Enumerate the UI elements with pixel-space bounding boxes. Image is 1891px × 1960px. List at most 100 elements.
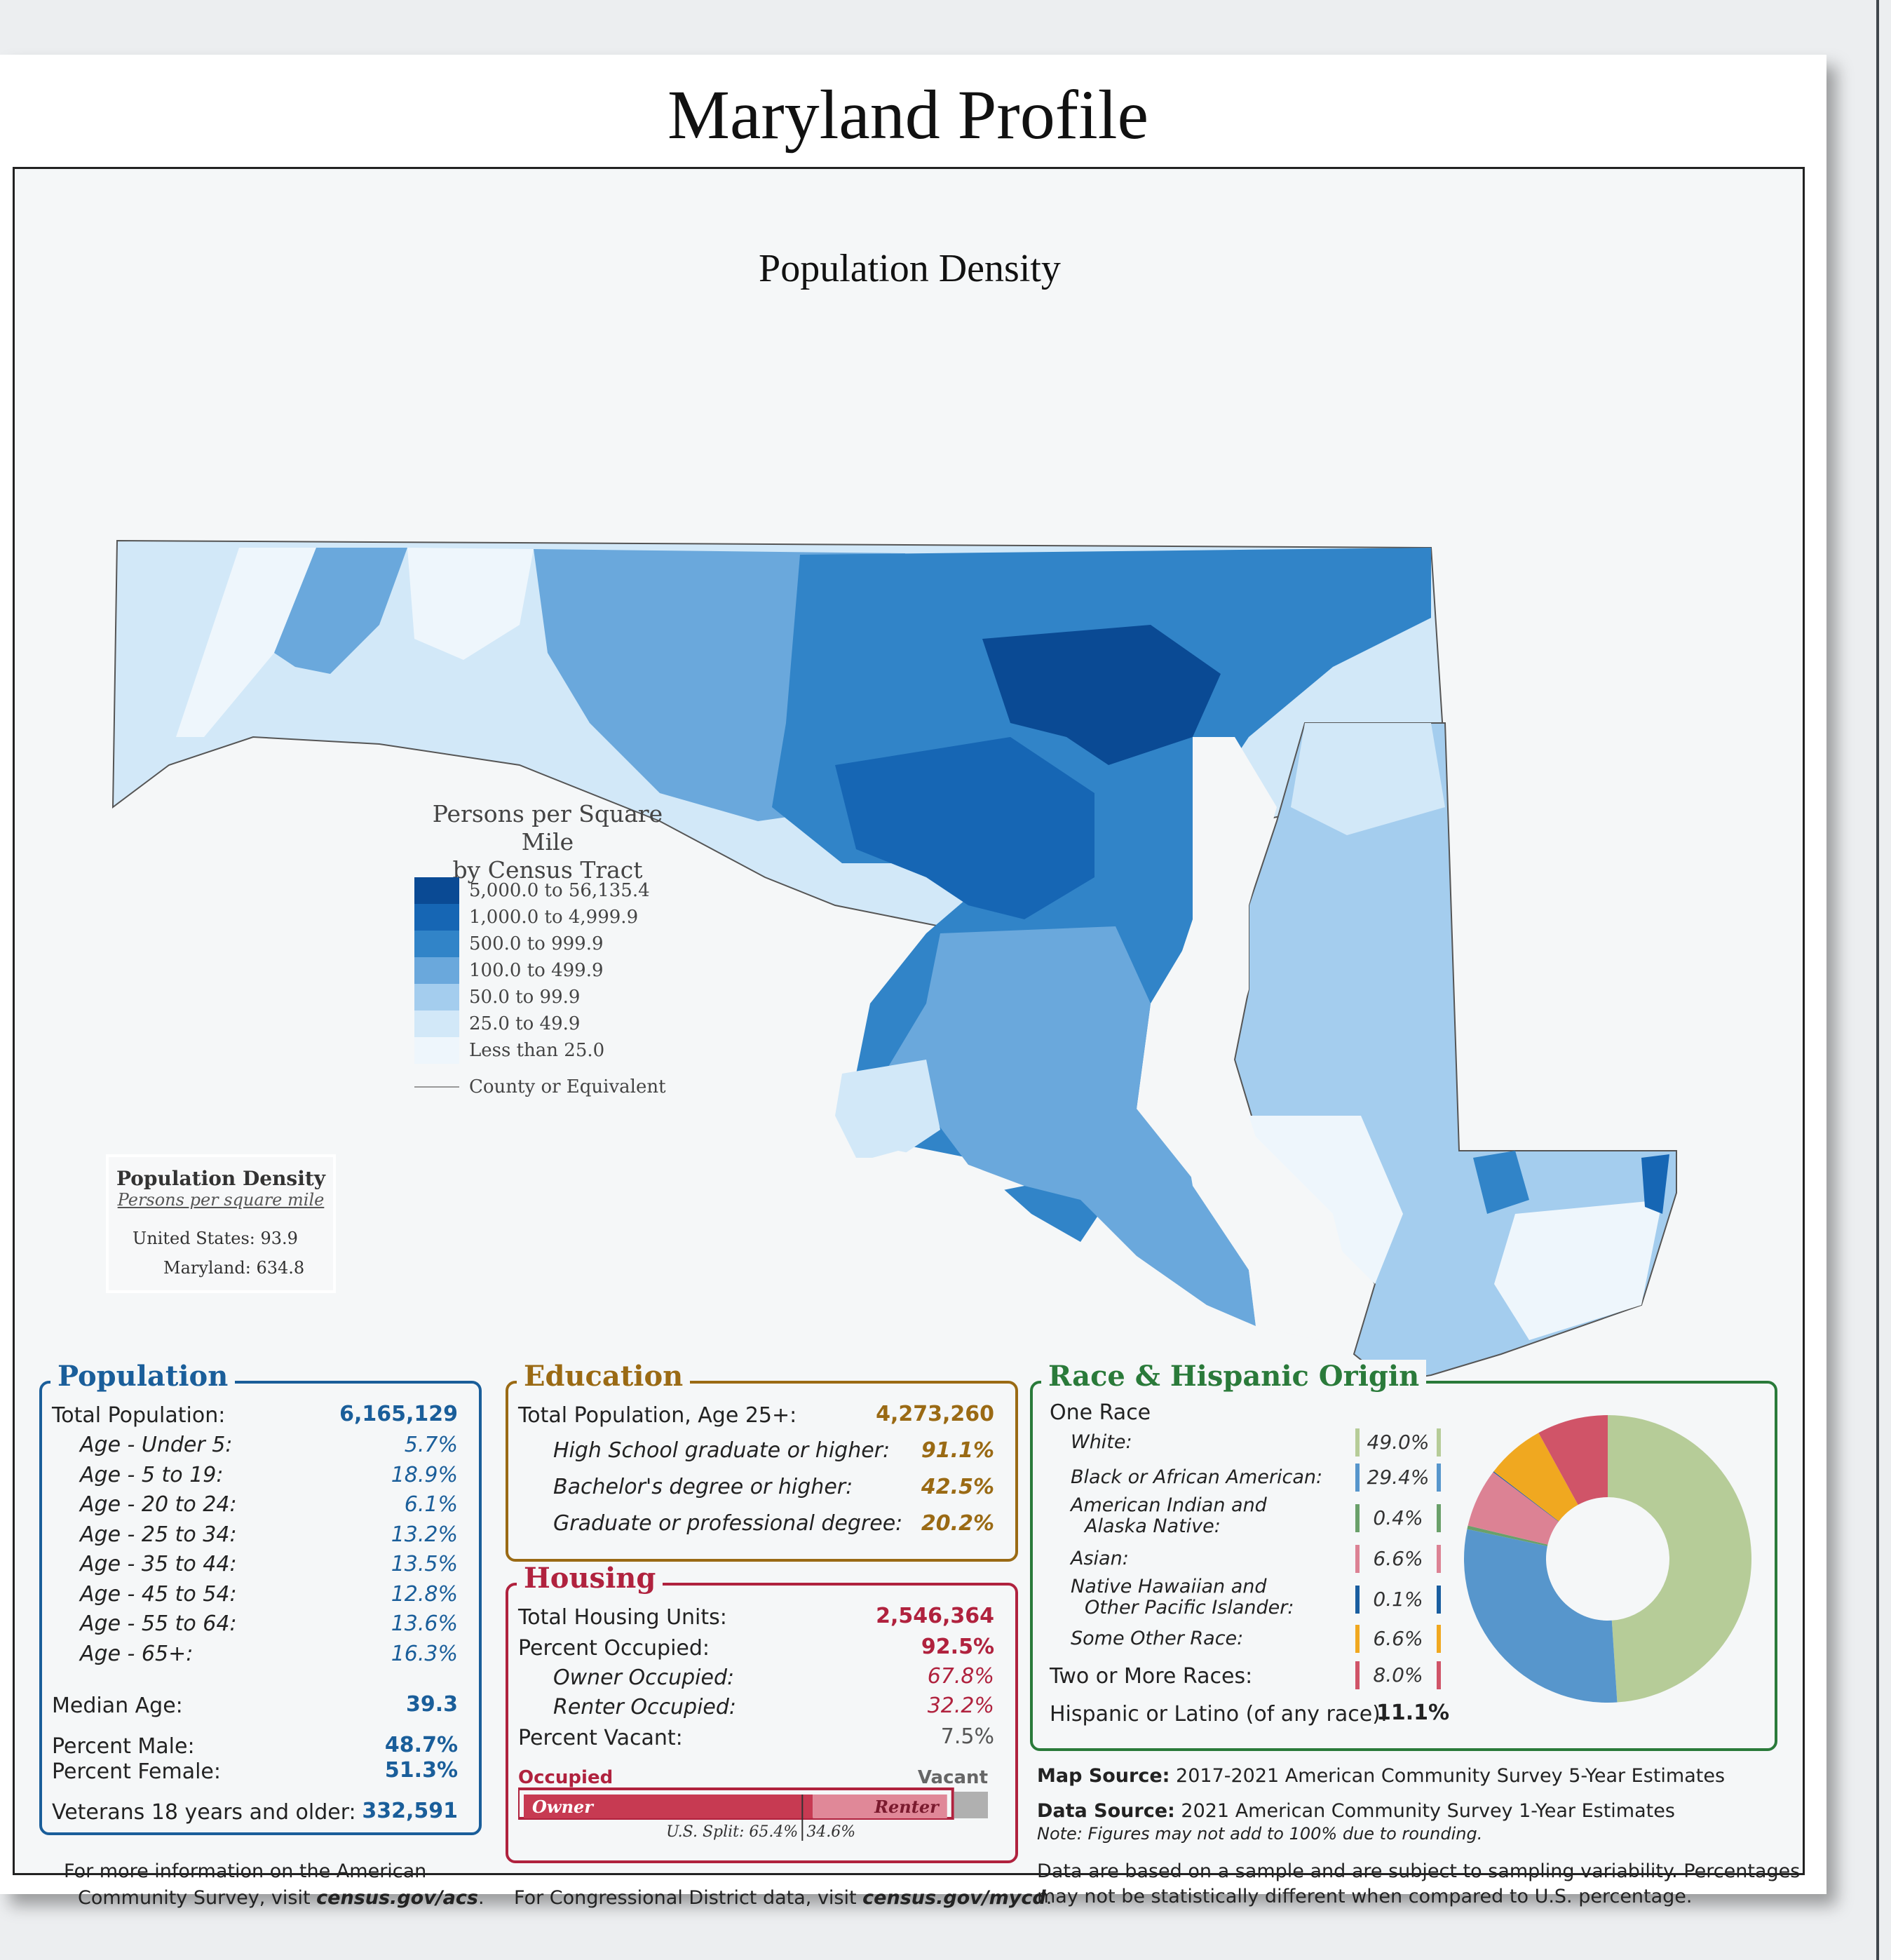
cd-info-end: . [1045,1887,1052,1909]
md-density-value: 634.8 [256,1258,305,1278]
acs-link[interactable]: census.gov/acs [316,1887,478,1909]
map-title: Population Density [759,247,1061,290]
renter-occupied-value: 32.2% [927,1694,994,1718]
region-southern [884,926,1256,1326]
state-shape [111,539,1677,1384]
percent-female-value: 51.3% [384,1758,458,1783]
legend-county-row: County or Equivalent [414,1074,666,1100]
age-group-value: 13.6% [391,1611,458,1636]
housing-panel: Housing Total Housing Units: 2,546,364 P… [506,1562,1018,1863]
percent-vacant-value: 7.5% [940,1724,994,1749]
density-box-subtitle: Persons per square mile [117,1190,325,1210]
percent-vacant-label: Percent Vacant: [518,1726,683,1750]
map-source-text: 2017-2021 American Community Survey 5-Ye… [1170,1765,1726,1787]
legend-row: 5,000.0 to 56,135.4 [414,877,650,904]
maryland-density-map [111,539,1677,1384]
vacant-bar [954,1792,988,1818]
region-ocean-city [1641,1154,1669,1214]
percent-occupied-label: Percent Occupied: [518,1636,710,1661]
education-panel: Education Total Population, Age 25+: 4,2… [506,1360,1018,1562]
race-value-bracket: 29.4% [1355,1464,1441,1492]
education-row-label: Bachelor's degree or higher: [553,1475,853,1499]
age-group-label: Age - 20 to 24: [80,1492,237,1517]
region-kent [1291,723,1445,835]
race-row-label-cont: Other Pacific Islander: [1085,1597,1294,1618]
legend-label: 1,000.0 to 4,999.9 [469,907,639,928]
population-panel: Population Total Population: 6,165,129 A… [39,1360,482,1835]
race-value-bracket: 8.0% [1355,1661,1441,1689]
population-title: Population [50,1360,236,1393]
chesapeake-bay [1165,737,1354,1340]
donut-slice [1467,1525,1548,1546]
race-title: Race & Hispanic Origin [1041,1360,1427,1393]
race-value-bracket: 6.6% [1355,1545,1441,1573]
donut-slice [1493,1433,1578,1522]
race-row-label: Black or African American: [1071,1466,1323,1488]
legend-swatch [414,957,459,984]
legend-label: 50.0 to 99.9 [469,987,581,1008]
bar-occupied-label: Occupied [518,1767,613,1788]
one-race-label: One Race [1050,1400,1151,1425]
rounding-note: Note: Figures may not add to 100% due to… [1037,1824,1483,1844]
region-dorchester [1249,1116,1403,1284]
education-row-value: 20.2% [921,1511,994,1536]
veterans-label: Veterans 18 years and older: [52,1800,356,1825]
page-title: Maryland Profile [667,76,1148,154]
race-value-bracket: 6.6% [1355,1625,1441,1653]
cd-link[interactable]: census.gov/mycd [862,1887,1046,1909]
hispanic-label: Hispanic or Latino (of any race): [1050,1702,1388,1726]
veterans-value: 332,591 [362,1799,458,1823]
legend-label: 100.0 to 499.9 [469,960,604,981]
education-row-value: 42.5% [921,1475,994,1499]
legend-row: 1,000.0 to 4,999.9 [414,904,638,931]
map-source: Map Source: 2017-2021 American Community… [1037,1765,1725,1787]
density-box-title: Population Density [116,1167,326,1190]
region-washington [407,548,534,660]
age-group-label: Age - 5 to 19: [80,1462,224,1487]
content-frame: Population Density [13,167,1805,1909]
data-source-text: 2021 American Community Survey 1-Year Es… [1174,1800,1675,1822]
legend-swatch [414,931,459,957]
acs-info-end: . [477,1887,484,1909]
race-value-bracket: 49.0% [1355,1428,1441,1457]
age-group-value: 6.1% [404,1492,458,1517]
age-group-label: Age - 35 to 44: [80,1552,237,1576]
cd-info-text: For Congressional District data, visit [514,1887,863,1909]
region-garrett [176,548,316,737]
cd-info: For Congressional District data, visit c… [514,1887,1052,1909]
county-line-icon [414,1086,459,1088]
renter-bar [813,1795,947,1818]
housing-units-value: 2,546,364 [876,1604,994,1628]
disclaimer-line1: Data are based on a sample and are subje… [1037,1860,1801,1882]
race-row-label-cont: Alaska Native: [1085,1515,1221,1537]
education-title: Education [517,1360,691,1393]
map-source-label: Map Source: [1037,1765,1170,1787]
renter-occupied-label: Renter Occupied: [553,1695,737,1719]
age-group-label: Age - 65+: [80,1641,194,1666]
owner-bar [524,1795,813,1818]
region-charles [835,1060,940,1158]
donut-slice [1464,1529,1618,1703]
legend-label: 5,000.0 to 56,135.4 [469,880,650,901]
owner-bar-label: Owner [532,1797,595,1817]
acs-info-line1: For more information on the American [64,1860,427,1882]
percent-male-value: 48.7% [384,1733,458,1757]
data-source: Data Source: 2021 American Community Sur… [1037,1800,1675,1822]
owner-occupied-value: 67.8% [927,1664,994,1689]
legend-swatch [414,1037,459,1064]
legend-swatch [414,877,459,904]
legend-swatch [414,1011,459,1037]
age-group-label: Age - 25 to 34: [80,1522,237,1547]
legend-row: Less than 25.0 [414,1037,604,1064]
age-group-value: 13.5% [391,1552,458,1576]
housing-split-bar: Occupied Vacant Owner Renter U.S. Split: 65.… [518,1767,988,1841]
legend-swatch [414,904,459,931]
acs-info-text: Community Survey, visit [78,1887,317,1909]
legend-title-line1: Persons per Square Mile [432,800,663,856]
potomac-river-water [821,1151,1024,1200]
us-density-value: 93.9 [260,1229,298,1248]
md-density-label: Maryland: [163,1258,251,1278]
race-row-label: Native Hawaiian and [1071,1576,1267,1597]
legend-row: 25.0 to 49.9 [414,1011,580,1037]
bar-vacant-label: Vacant [918,1767,988,1788]
